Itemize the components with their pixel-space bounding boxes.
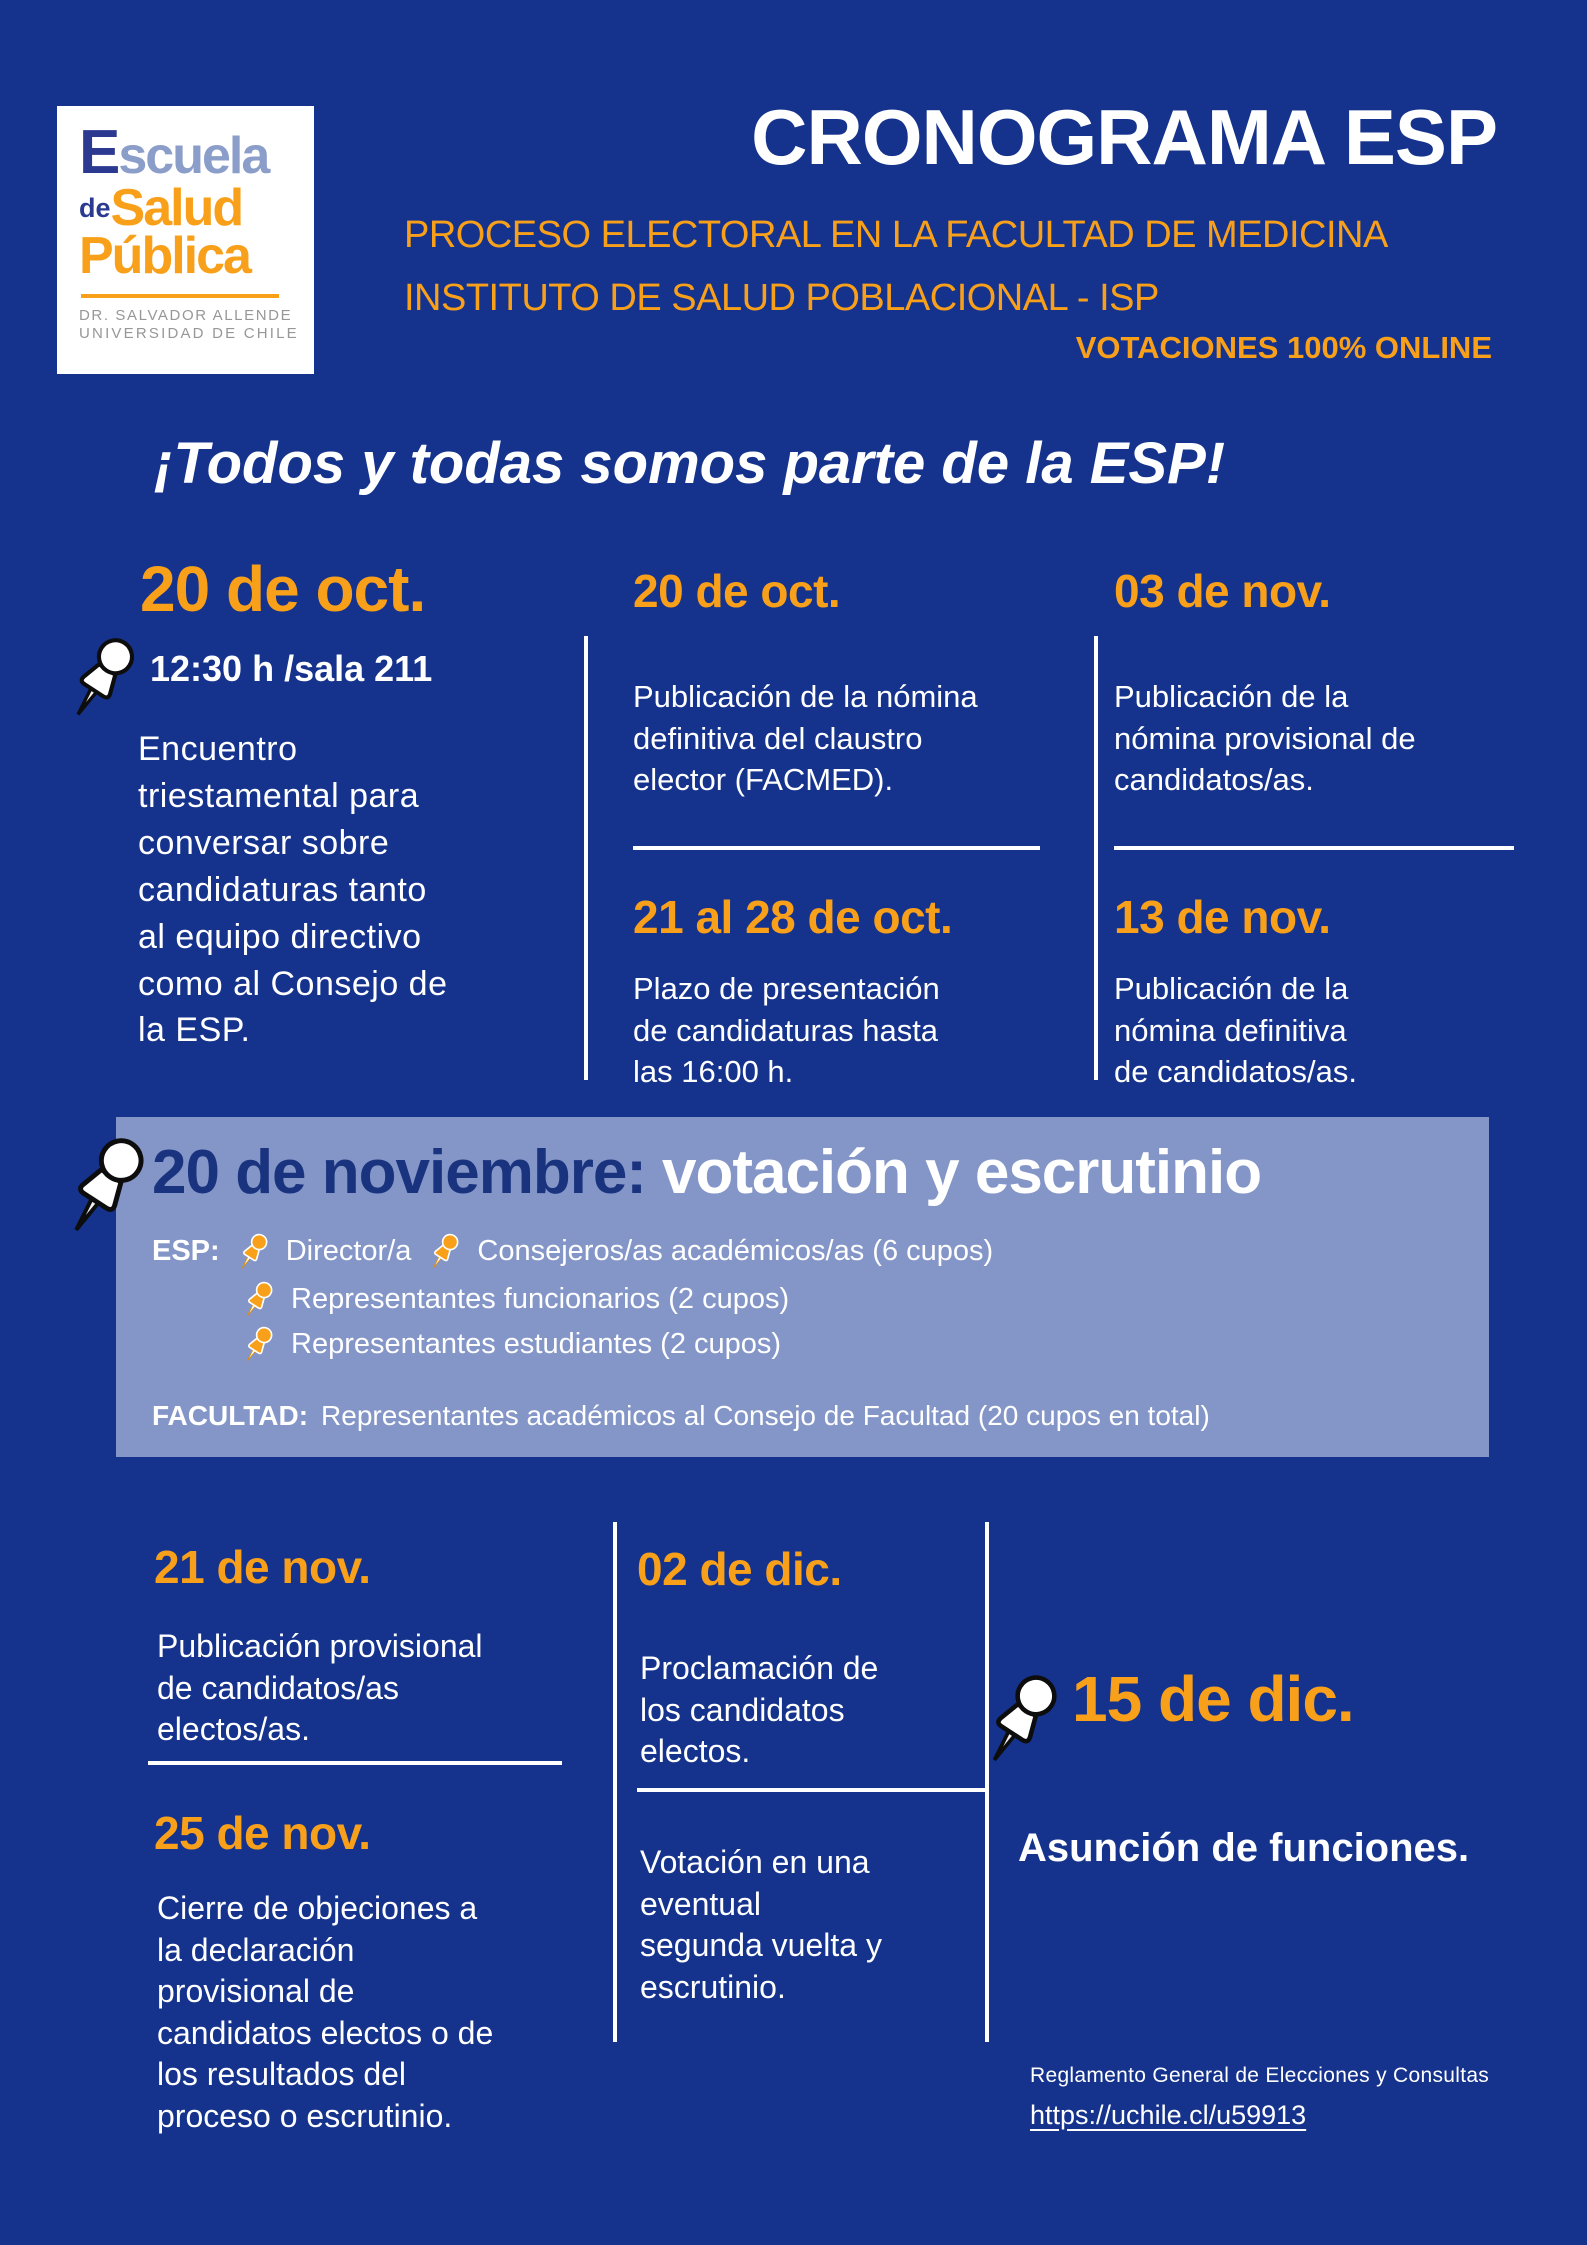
- esp-label: ESP:: [152, 1235, 220, 1267]
- facultad-label: FACULTAD:: [152, 1400, 309, 1431]
- esp-positions-row: Representantes funcionarios (2 cupos): [238, 1277, 789, 1322]
- date-02-dic: 02 de dic.: [637, 1543, 842, 1595]
- horizontal-divider: [1114, 846, 1514, 850]
- event-description: Publicación provisional de candidatos/as…: [157, 1628, 483, 1748]
- assumption-text: Asunción de funciones.: [1018, 1826, 1470, 1870]
- banner-title-rest: votación y escrutinio: [661, 1138, 1262, 1207]
- horizontal-divider: [148, 1761, 562, 1765]
- tagline: ¡Todos y todas somos parte de la ESP!: [154, 431, 1226, 496]
- logo-caption-allende: DR. SALVADOR ALLENDE: [79, 307, 293, 324]
- event-description: Votación en una eventual segunda vuelta …: [640, 1844, 882, 2005]
- date-20-oct: 20 de oct.: [633, 565, 841, 617]
- pushpin-icon: [238, 1322, 278, 1367]
- position-director: Director/a: [285, 1235, 412, 1267]
- vertical-divider: [613, 1522, 617, 2042]
- date-15-dic: 15 de dic.: [1072, 1663, 1355, 1735]
- date-21-nov: 21 de nov.: [154, 1541, 371, 1593]
- event-description: Publicación de la nómina definitiva de c…: [1114, 971, 1358, 1090]
- date-03-nov: 03 de nov.: [1114, 565, 1331, 617]
- esp-logo: Escuela deSalud Pública DR. SALVADOR ALL…: [57, 106, 314, 374]
- pushpin-icon: [424, 1229, 464, 1274]
- logo-word-publica: Pública: [79, 227, 252, 285]
- logo-word-escuela: Escuela: [79, 118, 270, 187]
- voting-day-banner: 20 de noviembre: votación y escrutinio ES…: [116, 1117, 1489, 1457]
- facultad-text: Representantes académicos al Consejo de …: [321, 1400, 1210, 1431]
- date-13-nov: 13 de nov.: [1114, 891, 1331, 943]
- esp-positions-row: Representantes estudiantes (2 cupos): [238, 1322, 781, 1367]
- banner-title: 20 de noviembre: votación y escrutinio: [152, 1137, 1262, 1208]
- vertical-divider: [1094, 636, 1098, 1080]
- position-estudiantes: Representantes estudiantes (2 cupos): [291, 1328, 782, 1360]
- facultad-row: FACULTAD: Representantes académicos al C…: [152, 1400, 1210, 1432]
- banner-date: 20 de noviembre:: [152, 1138, 647, 1207]
- subtitle-line2: INSTITUTO DE SALUD POBLACIONAL - ISP: [404, 277, 1159, 319]
- logo-word-de-salud: deSalud: [79, 179, 244, 237]
- date-21-28-oct: 21 al 28 de oct.: [633, 891, 953, 943]
- event-description: Plazo de presentación de candidaturas ha…: [633, 971, 940, 1090]
- regulation-link[interactable]: https://uchile.cl/u59913: [1030, 2100, 1307, 2130]
- vertical-divider: [985, 1522, 989, 2042]
- footer-regulation-text: Reglamento General de Elecciones y Consu…: [1030, 2064, 1490, 2087]
- horizontal-divider: [633, 846, 1040, 850]
- position-consejeros: Consejeros/as académicos/as (6 cupos): [477, 1235, 994, 1267]
- logo-divider: [81, 294, 279, 298]
- date-20-oct-main: 20 de oct.: [140, 553, 426, 625]
- pushpin-icon: [238, 1277, 278, 1322]
- vertical-divider: [584, 636, 588, 1080]
- pushpin-icon: [972, 1664, 1070, 1774]
- page-title: CRONOGRAMA ESP: [751, 93, 1498, 181]
- date-25-nov: 25 de nov.: [154, 1807, 371, 1859]
- subtitle-line1: PROCESO ELECTORAL EN LA FACULTAD DE MEDI…: [404, 214, 1388, 256]
- horizontal-divider: [637, 1788, 987, 1792]
- pushpin-icon: [233, 1229, 273, 1274]
- event-description: Publicación de la nómina provisional de …: [1114, 679, 1416, 798]
- position-funcionarios: Representantes funcionarios (2 cupos): [291, 1283, 790, 1315]
- event-description: Encuentro triestamental para conversar s…: [138, 730, 448, 1050]
- esp-positions-row: ESP: Director/a Consejeros/as académicos…: [152, 1229, 993, 1274]
- event-description: Proclamación de los candidatos electos.: [640, 1650, 879, 1770]
- logo-caption-uchile: UNIVERSIDAD DE CHILE: [79, 325, 299, 342]
- event-time-room: 12:30 h /sala 211: [150, 648, 433, 689]
- online-badge: VOTACIONES 100% ONLINE: [1075, 330, 1492, 365]
- pushpin-icon: [58, 628, 146, 727]
- event-description: Publicación de la nómina definitiva del …: [633, 679, 978, 798]
- event-description: Cierre de objeciones a la declaración pr…: [157, 1890, 494, 2134]
- pushpin-icon: [52, 1126, 158, 1245]
